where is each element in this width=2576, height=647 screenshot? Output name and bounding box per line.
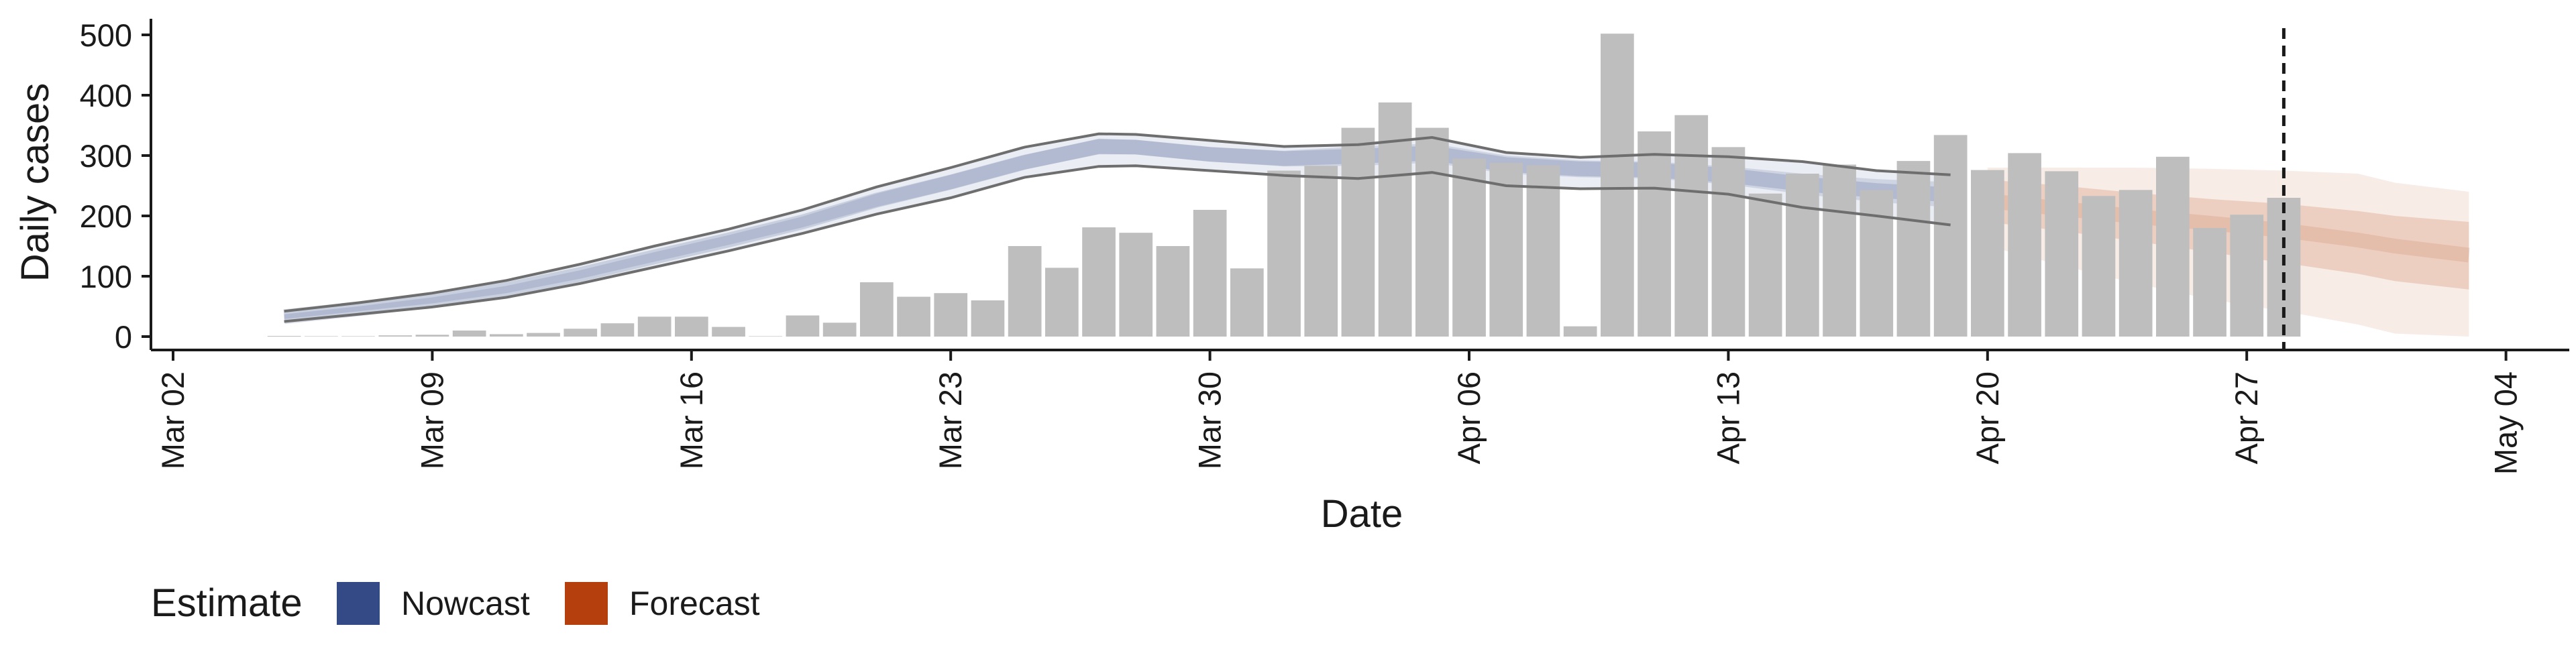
bar xyxy=(1008,246,1042,337)
x-tick-label: Apr 20 xyxy=(1970,371,2005,464)
bar xyxy=(822,322,857,337)
bar xyxy=(452,331,486,337)
bar xyxy=(1082,227,1116,337)
nowcast-lower-outline xyxy=(284,164,1951,323)
bar xyxy=(1786,174,1819,337)
legend: Estimate Nowcast Forecast xyxy=(151,581,760,625)
x-tick-label: Apr 13 xyxy=(1710,371,1746,464)
x-tick-label: Mar 23 xyxy=(932,371,968,469)
outer-band-outlines xyxy=(284,132,1951,323)
bar xyxy=(1267,170,1301,337)
x-axis-title: Date xyxy=(1321,492,1403,536)
x-tick-label: Mar 02 xyxy=(155,371,191,469)
y-tick-label: 200 xyxy=(80,198,132,234)
y-tick-label: 500 xyxy=(80,17,132,53)
observed-bars xyxy=(267,34,2301,337)
bar xyxy=(2045,171,2079,337)
bar xyxy=(1341,127,1375,337)
bar xyxy=(267,336,301,337)
x-tick-label: May 04 xyxy=(2488,371,2524,475)
bar xyxy=(675,316,708,337)
bar xyxy=(1452,158,1486,337)
bar xyxy=(1119,233,1153,337)
axes xyxy=(150,19,2569,351)
bar xyxy=(1230,268,1264,337)
bar xyxy=(1748,193,1782,337)
bar xyxy=(2082,196,2116,337)
x-tick-label: Mar 09 xyxy=(414,371,449,469)
y-tick-label: 400 xyxy=(80,78,132,113)
bar xyxy=(971,300,1005,337)
bar xyxy=(600,323,635,337)
y-tick-label: 0 xyxy=(115,319,132,355)
bar xyxy=(1563,326,1597,337)
bar xyxy=(1711,147,1746,337)
x-tick-label: Apr 27 xyxy=(2229,371,2264,464)
legend-title: Estimate xyxy=(151,581,303,625)
bar xyxy=(749,336,783,337)
axis-ticks: 0 100 200 300 400 500 Mar 02 Mar 09 Mar 16 Mar 23… xyxy=(80,17,2524,475)
bar xyxy=(378,335,413,337)
bar xyxy=(712,327,745,337)
bar xyxy=(2008,153,2041,337)
bar xyxy=(527,333,560,337)
bar xyxy=(786,315,820,337)
bar xyxy=(1860,190,1894,337)
x-tick-label: Apr 06 xyxy=(1451,371,1487,464)
x-tick-label: Mar 30 xyxy=(1192,371,1228,469)
bar xyxy=(1489,162,1523,337)
x-tick-label: Mar 16 xyxy=(674,371,709,469)
bar xyxy=(1526,165,1560,337)
bar xyxy=(1638,131,1671,337)
bar xyxy=(305,336,338,337)
legend-swatch-forecast xyxy=(565,582,608,625)
legend-label-nowcast: Nowcast xyxy=(401,585,530,622)
bar xyxy=(1674,115,1709,337)
bar xyxy=(2156,156,2190,337)
bar xyxy=(1378,102,1412,337)
bar xyxy=(2230,215,2264,337)
bar xyxy=(637,316,672,337)
bar xyxy=(1896,161,1931,337)
y-axis-title: Daily cases xyxy=(13,83,57,282)
bar xyxy=(1045,268,1079,337)
bar xyxy=(1823,164,1856,337)
bar xyxy=(2118,190,2153,337)
bar xyxy=(341,336,375,337)
bar xyxy=(1304,166,1338,337)
bar xyxy=(860,282,894,337)
bar xyxy=(490,334,523,337)
bar xyxy=(2193,228,2226,337)
legend-swatch-nowcast xyxy=(337,582,380,625)
bar xyxy=(564,329,598,337)
bar xyxy=(934,293,968,337)
bar xyxy=(1415,127,1449,337)
y-tick-label: 100 xyxy=(80,259,132,294)
bar xyxy=(1601,34,1634,337)
legend-label-forecast: Forecast xyxy=(629,585,760,622)
bar xyxy=(415,335,449,337)
bar xyxy=(1193,210,1227,337)
bar xyxy=(897,296,930,337)
nowcast-upper-outline xyxy=(284,132,1951,313)
bar xyxy=(1933,135,1968,337)
y-tick-label: 300 xyxy=(80,138,132,174)
bar xyxy=(1971,170,2004,337)
bar xyxy=(1156,246,1190,337)
